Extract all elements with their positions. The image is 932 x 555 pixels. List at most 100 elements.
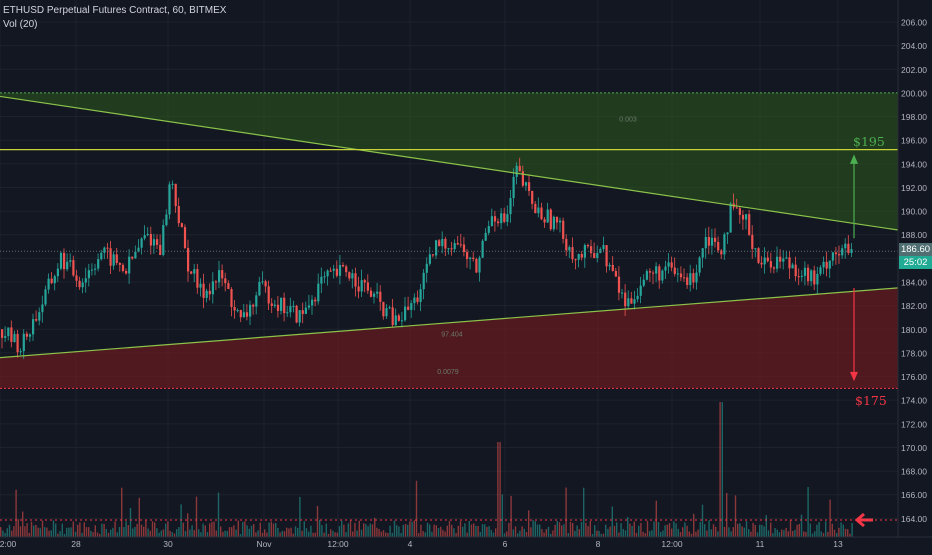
volume-bar (347, 523, 349, 537)
volume-bar (327, 533, 330, 537)
volume-bar (277, 527, 279, 537)
volume-bar (543, 532, 545, 537)
volume-bar (6, 528, 8, 537)
candle-body (239, 310, 242, 318)
volume-bar (303, 521, 305, 537)
volume-bar (653, 521, 655, 537)
candle-body (304, 307, 307, 314)
candle-body (673, 267, 676, 274)
volume-bar (305, 528, 308, 537)
candle-body (125, 270, 128, 274)
volume-bar (332, 530, 334, 537)
volume-bar (140, 524, 143, 537)
candle-body (459, 244, 462, 246)
volume-indicator-label[interactable]: Vol (20) (3, 19, 38, 30)
volume-bar (820, 531, 822, 537)
volume-bar (336, 532, 338, 537)
volume-bar (664, 525, 666, 537)
candle-body (562, 220, 565, 239)
candle-body (515, 165, 518, 177)
candle-body (844, 243, 847, 249)
volume-bar (2, 530, 4, 537)
candle-body (624, 292, 627, 307)
candle-body (75, 275, 78, 281)
volume-bar (814, 531, 816, 537)
volume-bar (525, 532, 528, 537)
candle-body (382, 301, 385, 317)
volume-bar (583, 487, 585, 537)
volume-bar (99, 533, 101, 537)
volume-bar (4, 532, 6, 537)
time-tick-label: 4 (408, 539, 413, 549)
candle-body (512, 176, 515, 199)
volume-bar (503, 533, 506, 537)
volume-bar (422, 531, 424, 537)
volume-bar (310, 525, 312, 537)
time-tick-label: 8 (596, 539, 601, 549)
candle-body (7, 327, 10, 337)
down-arrow-head (850, 371, 858, 382)
volume-bar (0, 527, 2, 537)
volume-bar (545, 529, 547, 537)
volume-bar (283, 531, 286, 537)
candle-body (800, 275, 803, 277)
candle-body (627, 298, 630, 307)
volume-bar (778, 532, 781, 537)
candle-body (475, 259, 478, 273)
candle-body (410, 303, 413, 310)
volume-bar (558, 522, 561, 537)
candle-body (794, 264, 797, 277)
candle-body (695, 272, 698, 283)
volume-bar (338, 526, 341, 537)
volume-bar (660, 531, 662, 537)
candle-body (726, 232, 729, 235)
volume-bar (404, 524, 407, 537)
volume-bar (143, 526, 145, 537)
candle-body (534, 203, 537, 214)
candle-body (78, 280, 81, 288)
volume-bar (224, 530, 226, 537)
candle-body (44, 289, 47, 305)
volume-bar (112, 527, 114, 537)
price-tick-label: 166.00 (901, 490, 927, 500)
volume-bar (699, 522, 701, 537)
volume-bar (655, 500, 657, 537)
volume-bar (314, 532, 316, 537)
candle-body (810, 270, 813, 282)
candle-body (847, 243, 850, 253)
price-tick-label: 178.00 (901, 348, 927, 358)
volume-bar (244, 521, 246, 537)
volume-bar (831, 523, 833, 537)
candle-body (245, 312, 249, 317)
symbol-title[interactable]: ETHUSD Perpetual Futures Contract, 60, B… (3, 5, 227, 16)
volume-bar (620, 523, 622, 537)
candle-body (1, 329, 4, 338)
volume-bar (268, 522, 270, 537)
volume-bar (8, 524, 11, 537)
volume-bar (598, 530, 600, 537)
candle-body (323, 276, 326, 278)
volume-bar (136, 523, 138, 537)
candle-body (658, 266, 661, 281)
volume-bar (169, 530, 171, 537)
candle-body (617, 276, 621, 293)
candle-body (249, 304, 252, 317)
candle-body (236, 310, 239, 312)
volume-bar (369, 523, 371, 537)
volume-bar (286, 527, 288, 537)
price-tick-label: 204.00 (901, 41, 927, 51)
volume-bar (541, 529, 543, 537)
volume-bar (299, 496, 301, 537)
volume-bar (105, 528, 107, 537)
target-down-label: $175 (855, 393, 887, 408)
candle-body (645, 271, 648, 280)
volume-bar (640, 522, 642, 537)
volume-bar (371, 524, 374, 537)
candle-body (28, 334, 32, 337)
candle-body (648, 271, 652, 273)
candle-body (785, 257, 788, 259)
candle-body (580, 253, 583, 258)
volume-bar (184, 531, 187, 537)
